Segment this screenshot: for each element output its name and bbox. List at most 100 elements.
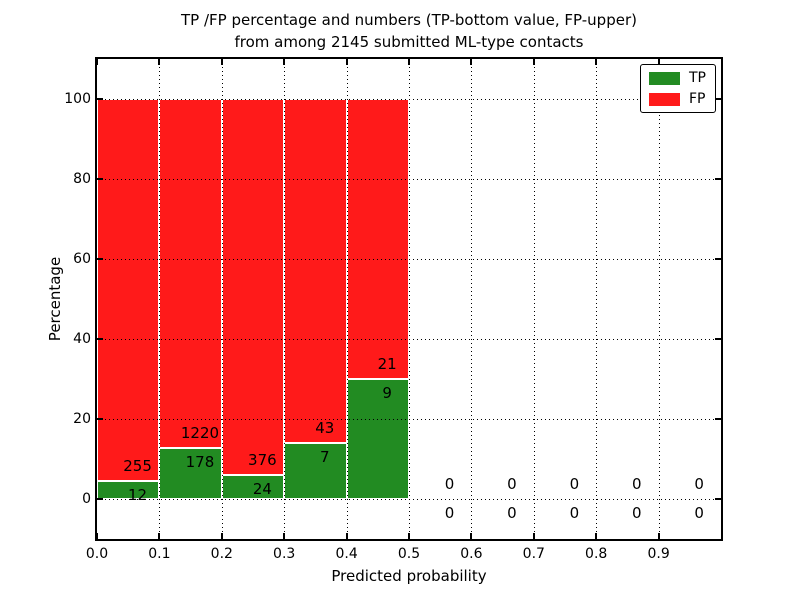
tp-count-label: 9 <box>382 383 392 402</box>
y-tick-mark <box>715 418 721 420</box>
fp-count-label: 43 <box>315 419 335 437</box>
legend-item-fp: FP <box>649 92 706 106</box>
fp-count-label: 0 <box>569 475 580 493</box>
chart-title: TP /FP percentage and numbers (TP-bottom… <box>95 9 723 53</box>
x-tick-label: 0.7 <box>522 546 545 562</box>
y-tick-mark <box>97 98 103 100</box>
y-tick-mark <box>97 498 103 500</box>
y-tick-mark <box>97 418 103 420</box>
bar-fp-0.3-0.4 <box>284 99 347 443</box>
plot-area: TP FP 255 12 1220 178 376 24 43 7 21 9 0 0 0 0 0 0 0 0 0 0 <box>95 57 723 541</box>
bar-tp-0.3-0.4 <box>284 443 347 499</box>
x-tick-label: 0.4 <box>335 546 358 562</box>
y-tick-label: 0 <box>82 491 91 507</box>
legend-label-fp: FP <box>689 91 706 107</box>
tp-swatch-icon <box>649 71 680 85</box>
x-tick-mark <box>283 533 286 539</box>
bar-tp-0.0-0.1 <box>97 481 160 499</box>
y-tick-label: 20 <box>73 411 91 427</box>
chart-title-line2: from among 2145 submitted ML-type contac… <box>234 33 584 51</box>
x-tick-mark <box>96 59 98 65</box>
x-tick-mark <box>470 59 473 65</box>
gridline-x-0.3 <box>284 59 286 539</box>
gridline-x-0.5 <box>409 59 410 539</box>
legend: TP FP <box>640 64 716 113</box>
gridline-x-0.2 <box>221 59 223 539</box>
fp-count-label: 0 <box>631 475 642 493</box>
tp-count-label: 0 <box>569 503 580 522</box>
tp-count-label: 0 <box>507 503 517 522</box>
x-tick-mark <box>96 533 98 539</box>
tp-count-label: 178 <box>185 452 215 471</box>
x-tick-mark <box>657 59 660 65</box>
x-tick-mark <box>657 533 660 539</box>
x-tick-mark <box>532 59 535 65</box>
x-tick-label: 0.2 <box>210 546 233 562</box>
x-tick-mark <box>158 533 161 539</box>
x-tick-label: 0.8 <box>585 546 608 562</box>
bar-tp-0.1-0.2 <box>159 448 222 499</box>
tp-count-label: 12 <box>128 485 148 504</box>
y-tick-label: 60 <box>73 251 91 267</box>
y-tick-mark <box>97 338 103 340</box>
tp-count-label: 7 <box>319 447 330 466</box>
y-tick-mark <box>715 258 721 260</box>
gridline-x-0.4 <box>346 59 348 539</box>
gridline-x-0.1 <box>159 59 161 539</box>
x-tick-label: 0.1 <box>148 546 171 562</box>
fp-count-label: 21 <box>377 355 397 373</box>
tp-count-label: 24 <box>252 479 272 498</box>
y-tick-mark <box>97 178 103 180</box>
bar-tp-0.2-0.3 <box>221 475 285 499</box>
x-tick-mark <box>345 533 348 539</box>
y-tick-mark <box>715 498 721 500</box>
fp-count-label: 0 <box>694 475 704 493</box>
y-axis-label: Percentage <box>46 256 64 342</box>
gridline-x-0.6 <box>471 59 473 539</box>
y-tick-label: 40 <box>73 331 91 347</box>
x-tick-label: 0.6 <box>460 546 483 562</box>
legend-label-tp: TP <box>689 70 706 86</box>
y-tick-mark <box>715 98 721 100</box>
fp-count-label: 376 <box>248 451 277 469</box>
legend-item-tp: TP <box>649 71 706 85</box>
tp-count-label: 0 <box>444 503 455 522</box>
x-tick-label: 0.5 <box>397 546 421 562</box>
y-tick-label: 80 <box>73 171 91 187</box>
x-tick-mark <box>595 59 598 65</box>
fp-count-label: 255 <box>123 457 152 476</box>
tp-count-label: 0 <box>631 503 642 522</box>
fp-count-label: 0 <box>444 475 455 493</box>
x-tick-label: 0.9 <box>647 546 670 562</box>
x-tick-mark <box>595 533 598 539</box>
x-tick-label: 0.3 <box>273 546 296 562</box>
x-tick-mark <box>408 59 410 65</box>
fp-count-label: 1220 <box>180 424 220 443</box>
y-tick-mark <box>97 258 103 260</box>
gridline-x-0.8 <box>596 59 598 539</box>
x-tick-mark <box>220 533 223 539</box>
y-tick-mark <box>715 338 721 340</box>
y-tick-mark <box>715 178 721 180</box>
chart-title-line1: TP /FP percentage and numbers (TP-bottom… <box>181 11 637 29</box>
x-tick-mark <box>220 59 223 65</box>
fp-count-label: 0 <box>507 475 517 493</box>
x-tick-mark <box>158 59 161 65</box>
bar-fp-0.0-0.1 <box>97 99 160 482</box>
x-tick-mark <box>345 59 348 65</box>
bar-fp-0.2-0.3 <box>221 99 285 475</box>
fp-swatch-icon <box>649 92 680 106</box>
tp-count-label: 0 <box>694 503 704 522</box>
bar-fp-0.4-0.5 <box>346 99 409 379</box>
gridline-x-0.9 <box>658 59 660 539</box>
x-axis-label: Predicted probability <box>331 567 487 585</box>
y-tick-label: 100 <box>64 91 91 107</box>
x-tick-mark <box>283 59 286 65</box>
x-tick-mark <box>470 533 473 539</box>
bar-tp-0.4-0.5 <box>346 379 409 499</box>
gridline-x-0.7 <box>533 59 535 539</box>
bar-fp-0.1-0.2 <box>159 99 222 449</box>
x-tick-label: 0.0 <box>85 546 109 562</box>
x-tick-mark <box>532 533 535 539</box>
